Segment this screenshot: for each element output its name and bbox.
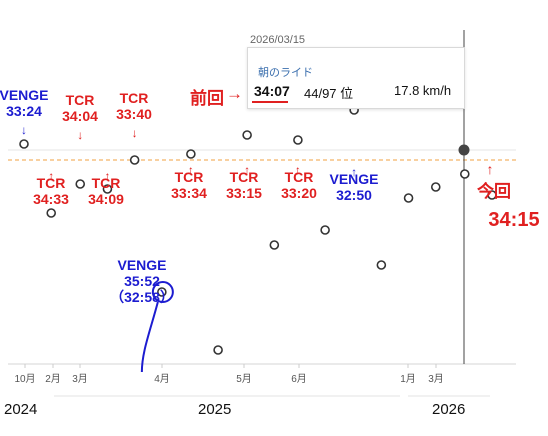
annotation-arrow: ↑: [244, 163, 250, 177]
data-point: [242, 130, 252, 140]
tooltip: 朝のライド 34:07 44/97 位 17.8 km/h: [247, 47, 465, 109]
annotation-time: 33:15: [226, 185, 262, 201]
annotation-model: TCR: [37, 175, 66, 191]
annotation-arrow: ↓: [77, 128, 83, 142]
tooltip-speed: 17.8 km/h: [394, 83, 452, 98]
hover-cursor-dot: [458, 144, 470, 156]
data-point: [19, 139, 29, 149]
highlight-circle: [151, 281, 174, 303]
year-label: 2025: [198, 401, 231, 418]
tooltip-rank: 44/97 位: [304, 86, 354, 101]
annotation-model: TCR: [285, 169, 314, 185]
annotation-time: 34:33: [33, 191, 69, 207]
annotation-model: TCR: [66, 92, 95, 108]
tooltip-activity-name: 朝のライド: [258, 67, 313, 79]
annotation-arrow: ↑: [188, 163, 194, 177]
annotation-time: 32:50: [336, 187, 372, 203]
data-point: [269, 240, 280, 250]
x-tick-label: 4月: [154, 373, 170, 385]
data-point: [459, 169, 470, 179]
data-point: [46, 208, 57, 218]
data-point: [129, 155, 140, 165]
tooltip-date: 2026/03/15: [250, 34, 306, 46]
data-point: [487, 190, 497, 200]
year-label: 2024: [4, 401, 37, 418]
x-tick-label: 10月: [14, 373, 35, 385]
annotation-arrow: ↓: [132, 126, 138, 140]
data-point: [102, 184, 113, 194]
annotation-time: 33:24: [6, 103, 42, 119]
current-time: 34:15: [488, 209, 539, 231]
highlight-stroke: [140, 301, 159, 373]
annotation-model: VENGE: [329, 171, 378, 187]
annotation-time: 34:04: [62, 108, 98, 124]
data-point: [213, 345, 223, 355]
data-point: [376, 260, 387, 270]
annotation-time: 33:34: [171, 185, 207, 201]
year-label: 2026: [432, 401, 465, 418]
previous-label: 前回: [190, 89, 224, 108]
annotation-time: 35:52: [124, 273, 160, 289]
x-tick-label: 2月: [45, 373, 61, 385]
data-point: [157, 287, 167, 297]
annotation-model: TCR: [230, 169, 259, 185]
data-point: [403, 193, 414, 203]
annotation-model: VENGE: [0, 87, 49, 103]
annotation-model: TCR: [92, 175, 121, 191]
annotation-time: 33:40: [116, 106, 152, 122]
annotation-model: TCR: [175, 169, 204, 185]
annotation-real-time: （32:58）: [110, 289, 174, 305]
x-tick-label: 3月: [428, 373, 444, 385]
annotation-arrow: ↓: [21, 123, 27, 137]
current-label: 今回: [477, 181, 511, 201]
tooltip-time-underline: [252, 101, 288, 103]
annotation-model: TCR: [120, 90, 149, 106]
annotation-model: VENGE: [117, 257, 166, 273]
annotation-arrow: ↑: [104, 169, 110, 183]
x-tick-label: 6月: [291, 373, 307, 385]
annotation-time: 33:20: [281, 185, 317, 201]
tooltip-time: 34:07: [254, 83, 290, 99]
annotation-arrow: ↑: [295, 163, 301, 177]
data-point: [186, 149, 196, 159]
x-tick-label: 1月: [400, 373, 416, 385]
x-tick-label: 5月: [236, 373, 252, 385]
annotation-time: 34:09: [88, 191, 124, 207]
annotation-current: ↑ 今回 34:15: [477, 161, 540, 231]
data-point: [320, 225, 330, 235]
annotation-arrow: ↑: [351, 165, 357, 179]
x-tick-label: 3月: [72, 373, 88, 385]
previous-arrow: →: [226, 84, 243, 103]
data-point: [293, 135, 303, 145]
data-point: [430, 182, 441, 192]
annotation-arrow: ↑: [48, 169, 54, 183]
data-point: [75, 179, 86, 189]
current-arrow: ↑: [487, 161, 494, 177]
